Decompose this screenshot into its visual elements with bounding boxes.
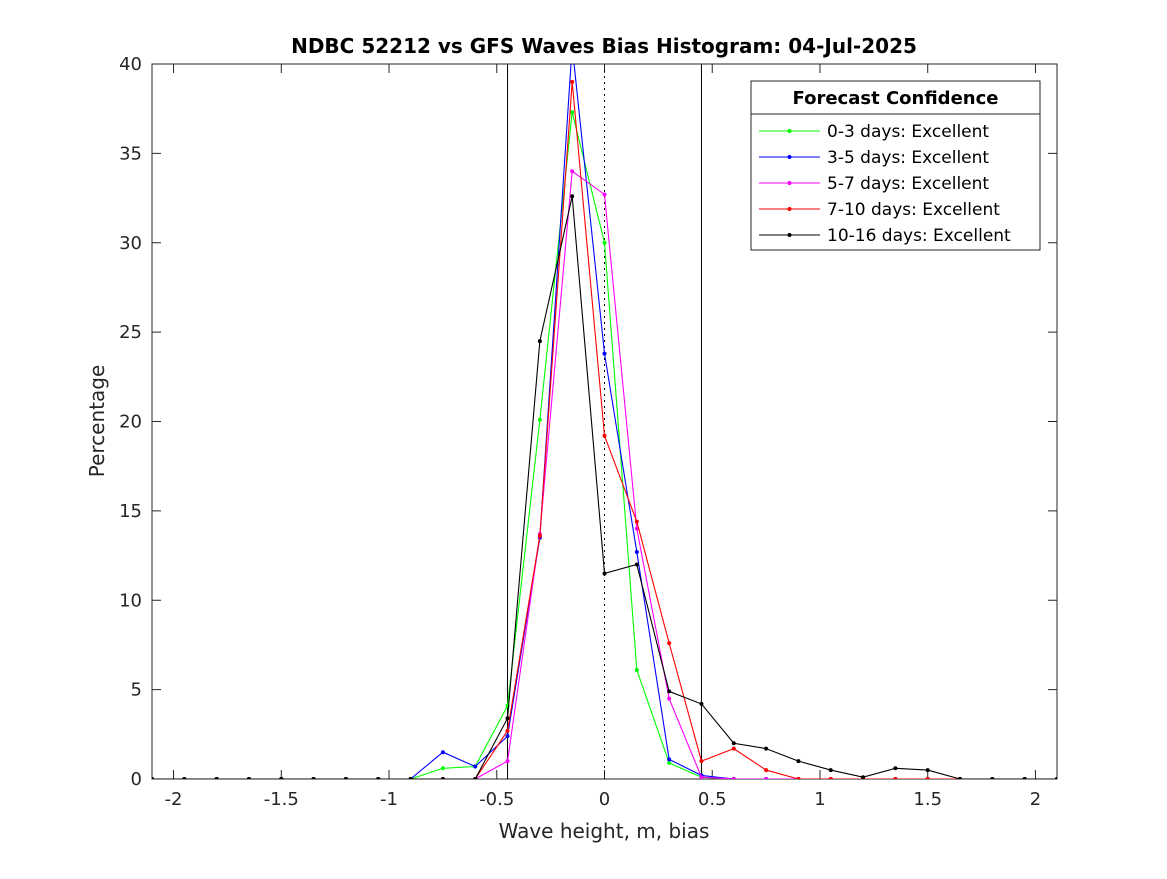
series-3-point [731,777,736,779]
series-group [152,64,1057,779]
legend-box [750,80,1041,251]
series-5-point [152,777,154,779]
series-5-point [699,701,704,706]
series-4-point [505,728,510,733]
series-3-point [634,526,639,531]
series-3-point [570,169,575,174]
legend-marker-5 [787,233,792,237]
legend-marker-3 [787,181,792,185]
y-tick-label: 15 [119,501,142,522]
legend-marker-4 [787,207,792,211]
series-5-point [990,777,995,779]
legend-entry-3: 5-7 days: Excellent [827,174,989,194]
series-5-point [440,777,445,779]
x-tick-label: -1 [380,789,398,810]
series-4-point [537,533,542,538]
y-tick-label: 25 [119,322,142,343]
series-1-point [667,760,672,765]
y-tick-label: 10 [119,590,142,611]
series-4-point [667,641,672,646]
y-axis-label: Percentage [85,365,109,478]
series-2-point [473,764,478,769]
series-5-point [343,777,348,779]
series-1-point [634,667,639,672]
x-tick-label: -1.5 [264,789,299,810]
legend-entry-2: 3-5 days: Excellent [827,148,989,168]
series-5-point [279,777,284,779]
series-5-point [376,777,381,779]
series-4-point [796,777,801,779]
series-5-point [537,339,542,344]
series-1-point [570,110,575,115]
series-5-point [1022,777,1027,779]
x-tick-label: 2 [1030,789,1041,810]
series-4-point [731,746,736,751]
series-5-point [667,689,672,694]
series-4-point [570,79,575,84]
series-2-point [667,757,672,762]
series-5-point [214,777,219,779]
series-5-point [925,768,930,773]
y-tick-label: 0 [131,769,142,790]
series-5-point [246,777,251,779]
series-3-point [667,696,672,701]
series-4-point [828,777,833,779]
series-3-point [699,775,704,779]
legend: Forecast Confidence 0-3 days: Excellent 3-… [750,80,1041,251]
series-5-point [796,759,801,764]
legend-entry-5: 10-16 days: Excellent [827,226,1011,246]
series-5-point [408,777,413,779]
x-tick-label: 0 [599,789,610,810]
series-3-point [505,759,510,764]
x-axis-label: Wave height, m, bias [499,819,710,843]
series-5-point [602,571,607,576]
series-3-point [602,192,607,197]
legend-marker-2 [787,155,792,159]
x-tick-label: 1 [814,789,825,810]
x-tick-label: -0.5 [479,789,514,810]
legend-entry-4: 7-10 days: Excellent [827,200,1000,220]
series-1-point [602,240,607,245]
legend-entry-1: 0-3 days: Excellent [827,122,989,142]
chart-title: NDBC 52212 vs GFS Waves Bias Histogram: … [291,34,917,58]
x-tick-label: -2 [165,789,183,810]
series-5-point [505,716,510,721]
series-2-point [634,549,639,554]
series-5-point [958,777,963,779]
series-1-point [537,417,542,422]
series-4-point [925,777,930,779]
y-tick-label: 20 [119,412,142,433]
series-3-point [764,777,769,779]
y-tick-label: 35 [119,143,142,164]
legend-marker-1 [787,129,792,133]
series-5-point [1055,777,1057,779]
series-4-point [764,768,769,773]
series-5-point [634,562,639,567]
series-5-point [473,777,478,779]
legend-title: Forecast Confidence [793,88,999,109]
series-2-point [602,351,607,356]
series-2-point [505,734,510,739]
series-4-point [699,759,704,764]
series-2-point [440,750,445,755]
series-5-point [764,746,769,751]
series-5-point [311,777,316,779]
series-4-point [893,777,898,779]
series-5-point [893,766,898,771]
series-5-point [861,775,866,779]
y-tick-label: 30 [119,233,142,254]
series-5-point [731,741,736,746]
series-1-point [440,766,445,771]
series-5-point [828,768,833,773]
series-4-point [602,433,607,438]
y-tick-label: 40 [119,54,142,75]
series-5-point [570,194,575,199]
series-4-point [634,519,639,524]
x-tick-label: 1.5 [913,789,942,810]
x-tick-label: 0.5 [698,789,727,810]
y-tick-label: 5 [131,680,142,701]
series-5-point [182,777,187,779]
